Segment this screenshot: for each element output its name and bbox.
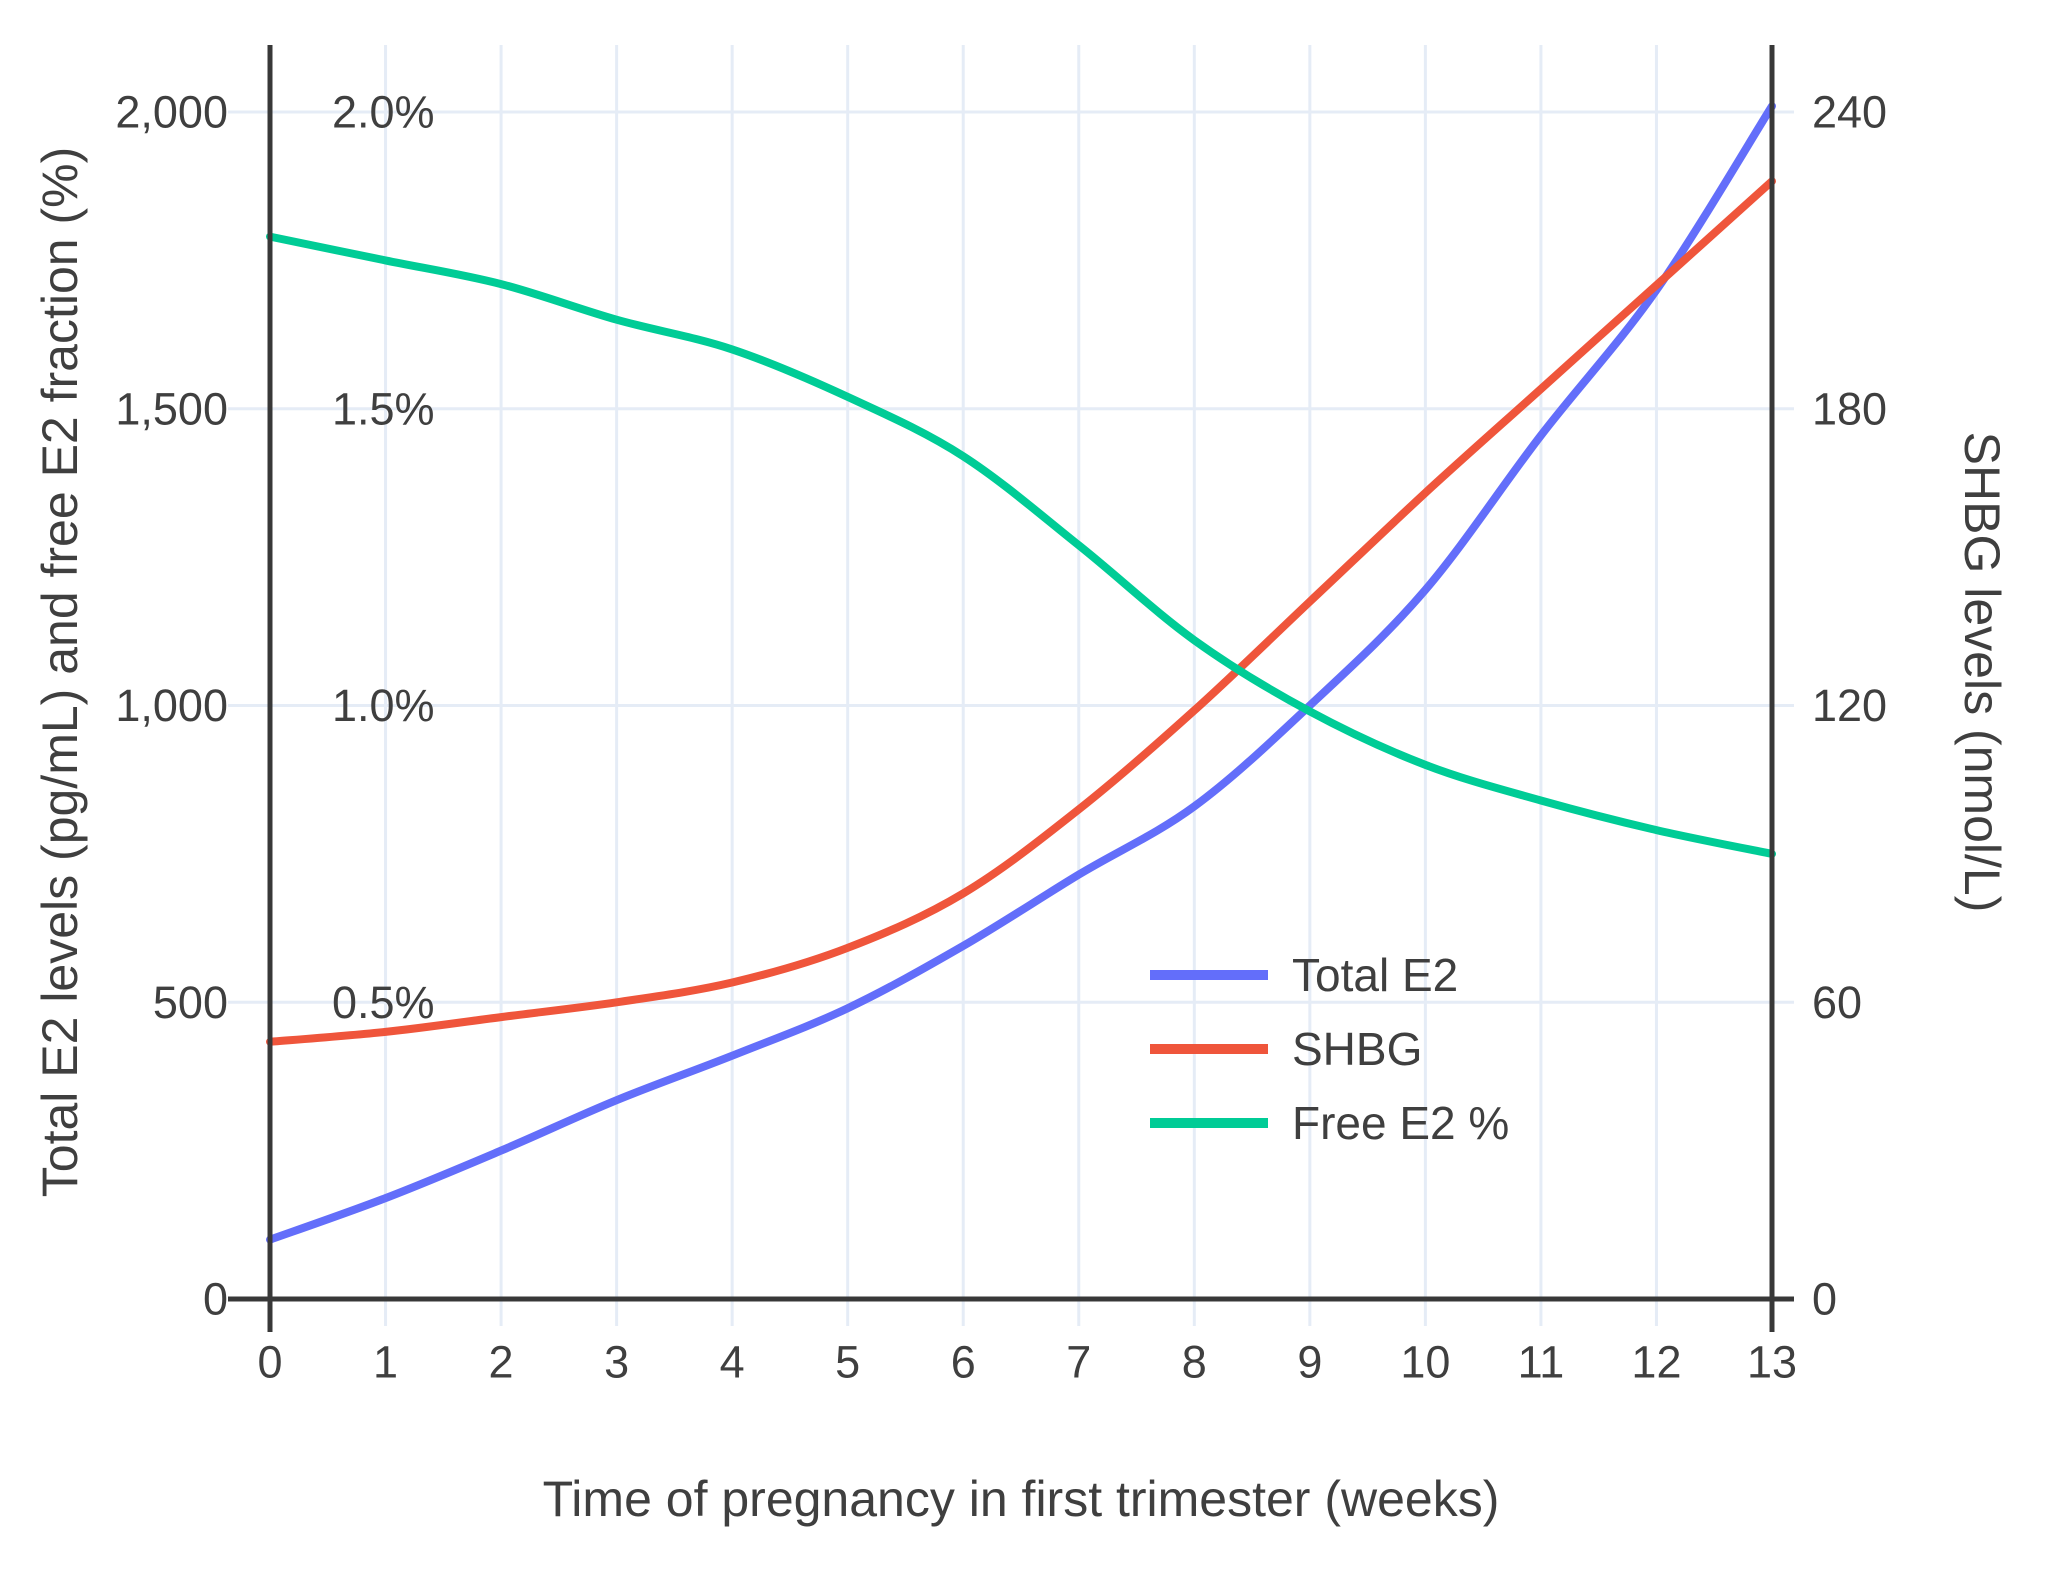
legend-label-total-e2: Total E2 [1292, 949, 1458, 1001]
legend-item-free-e2: Free E2 % [1150, 1097, 1509, 1149]
vertical-gridlines [268, 45, 1774, 1326]
x-tick-label: 4 [720, 1337, 745, 1388]
x-tick-label: 12 [1631, 1337, 1681, 1388]
series-line-free-e2 [266, 232, 1776, 858]
x-tick-label: 5 [835, 1337, 860, 1388]
horizontal-gridlines [228, 110, 1794, 1004]
y-left-tick-label: 500 [153, 977, 228, 1028]
percent-tick-label: 1.0% [332, 680, 435, 731]
legend-label-free-e2: Free E2 % [1292, 1097, 1509, 1149]
y-left-tick-label: 1,500 [115, 383, 228, 434]
x-tick-label: 9 [1297, 1337, 1322, 1388]
x-tick-label: 8 [1182, 1337, 1207, 1388]
y-right-tick-label: 60 [1812, 977, 1862, 1028]
x-tick-label: 13 [1747, 1337, 1797, 1388]
percent-tick-label: 0.5% [332, 977, 435, 1028]
x-tick-label: 2 [489, 1337, 514, 1388]
y-right-tick-label: 240 [1812, 87, 1887, 138]
y-axis-left-title: Total E2 levels (pg/mL) and free E2 frac… [32, 147, 88, 1197]
legend: Total E2 SHBG Free E2 % [1150, 949, 1509, 1149]
x-tick-label: 3 [604, 1337, 629, 1388]
x-tick-label: 0 [257, 1337, 282, 1388]
series-line-shbg [266, 177, 1776, 1046]
y-right-tick-label: 0 [1812, 1274, 1837, 1325]
x-tick-label: 1 [373, 1337, 398, 1388]
x-tick-label: 10 [1400, 1337, 1450, 1388]
y-left-tick-label: 2,000 [115, 87, 228, 138]
y-left-tick-label: 0 [203, 1274, 228, 1325]
percent-tick-label: 2.0% [332, 87, 435, 138]
axes [228, 45, 1794, 1332]
legend-label-shbg: SHBG [1292, 1023, 1422, 1075]
x-axis-title: Time of pregnancy in first trimester (we… [543, 1471, 1500, 1527]
y-left-tick-label: 1,000 [115, 680, 228, 731]
series-line-total-e2 [266, 102, 1776, 1244]
x-tick-label: 11 [1518, 1337, 1565, 1388]
legend-item-shbg: SHBG [1150, 1023, 1422, 1075]
y-right-tick-label: 120 [1812, 680, 1887, 731]
y-right-tick-label: 180 [1812, 383, 1887, 434]
legend-item-total-e2: Total E2 [1150, 949, 1458, 1001]
x-tick-label: 7 [1066, 1337, 1091, 1388]
series-curves [266, 102, 1776, 1244]
percent-tick-label: 1.5% [332, 383, 435, 434]
tick-labels: 05001,0001,5002,0000.5%1.0%1.5%2.0%06012… [115, 87, 1887, 1388]
y-axis-right-title: SHBG levels (nmol/L) [1954, 432, 2010, 913]
x-tick-label: 6 [951, 1337, 976, 1388]
